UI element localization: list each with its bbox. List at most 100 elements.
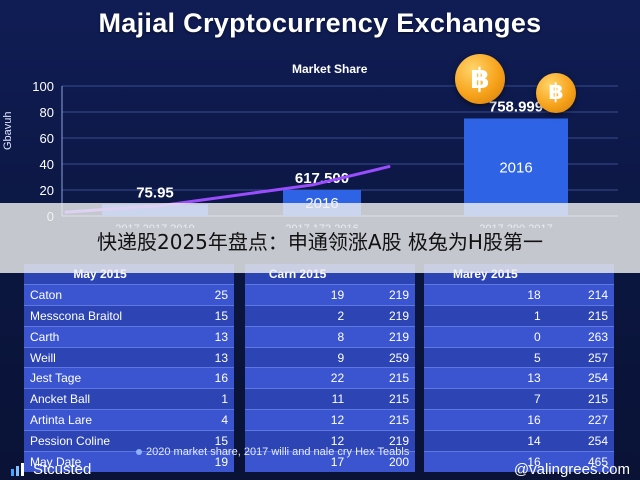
table-cell: 215 xyxy=(566,388,614,410)
table-row: Weill 13 xyxy=(24,346,234,368)
bar xyxy=(464,118,568,216)
table-cell: 12 xyxy=(245,409,371,431)
table-cell: 259 xyxy=(370,346,415,368)
table-cell: 263 xyxy=(566,325,614,348)
table-cell: 215 xyxy=(370,367,415,389)
table-cell: Pession Coline xyxy=(24,430,176,452)
table-cell: 254 xyxy=(566,367,614,389)
table-row: 14 254 xyxy=(424,430,614,452)
table-cell: 5 xyxy=(424,346,567,368)
table-cell: 215 xyxy=(566,304,614,327)
bitcoin-icon: ฿ xyxy=(536,73,576,113)
bullet-icon xyxy=(136,449,142,456)
table-cell: 7 xyxy=(424,388,567,410)
table-cell: Artinta Lare xyxy=(24,409,176,431)
table-cell: 219 xyxy=(370,304,415,327)
table-cell: 219 xyxy=(370,430,415,452)
table-cell: May Date xyxy=(24,451,176,472)
table-cell: Carth xyxy=(24,325,176,348)
table-cell: 8 xyxy=(245,325,371,348)
table-row: 13 254 xyxy=(424,367,614,389)
bar-value-label: 617.500 xyxy=(295,170,349,187)
table-cell: 22 xyxy=(245,367,371,389)
table-cell: 16 xyxy=(424,409,567,431)
table-cell: 19 xyxy=(245,283,371,306)
y-tick-label: 60 xyxy=(40,131,54,146)
table-cell: 13 xyxy=(176,325,234,348)
table-row: 16 465 xyxy=(424,451,614,472)
table-row: Ancket Ball 1 xyxy=(24,388,234,410)
table-2: Carn 2015 19 219 2 219 8 219 9 259 22 215 11 215 12 21… xyxy=(245,264,415,472)
bar-value-label: 75.95 xyxy=(136,184,174,201)
table-row: 2 219 xyxy=(245,304,415,327)
table-cell: 18 xyxy=(424,283,567,306)
y-tick-label: 100 xyxy=(32,79,54,94)
table-row: Pession Coline 15 xyxy=(24,430,234,452)
table-cell: 15 xyxy=(176,304,234,327)
table-cell: 14 xyxy=(424,430,567,452)
table-row: 1 215 xyxy=(424,304,614,327)
table-cell: 200 xyxy=(370,451,415,472)
table-1: May 2015 Caton 25 Messcona Braitol 15 Carth 13… xyxy=(24,264,234,472)
table-cell: 257 xyxy=(566,346,614,368)
table-cell: 13 xyxy=(176,346,234,368)
table-cell: 19 xyxy=(176,451,234,472)
data-table: May 2015 Caton 25 Messcona Braitol 15 Carth 13… xyxy=(24,264,234,472)
table-row: 11 215 xyxy=(245,388,415,410)
footer-handle[interactable]: @valingrees.com xyxy=(513,461,630,478)
table-cell: 17 xyxy=(245,451,371,472)
table-cell: 1 xyxy=(176,388,234,410)
table-cell: 1 xyxy=(424,304,567,327)
table-cell: 219 xyxy=(370,283,415,306)
table-cell: 16 xyxy=(424,451,567,472)
table-cell: 4 xyxy=(176,409,234,431)
footnote-text: 2020 market share, 2017 willi and nale c… xyxy=(146,446,410,458)
table-cell: Ancket Ball xyxy=(24,388,176,410)
data-table: Carn 2015 19 219 2 219 8 219 9 259 22 215 11 215 12 21… xyxy=(245,264,415,472)
table-cell: 2 xyxy=(245,304,371,327)
table-cell: 15 xyxy=(176,430,234,452)
footer-brand: Stcusted xyxy=(10,461,91,478)
table-row: 22 215 xyxy=(245,367,415,389)
table-cell: 0 xyxy=(424,325,567,348)
chart-title: Market Share xyxy=(292,62,368,76)
table-row: 7 215 xyxy=(424,388,614,410)
table-cell: 219 xyxy=(370,325,415,348)
table-row: Artinta Lare 4 xyxy=(24,409,234,431)
table-row: 8 219 xyxy=(245,325,415,348)
table-row: 0 263 xyxy=(424,325,614,348)
table-row: 5 257 xyxy=(424,346,614,368)
table-cell: 227 xyxy=(566,409,614,431)
line-point xyxy=(387,165,391,169)
bitcoin-icon: ฿ xyxy=(455,54,505,104)
table-cell: 25 xyxy=(176,283,234,306)
table-cell: 16 xyxy=(176,367,234,389)
overlay-banner-text: 快递股2025年盘点：申通领涨A股 极兔为H股第一 xyxy=(97,230,543,254)
page-title: Majial Cryptocurrency Exchanges xyxy=(98,8,542,38)
table-cell: 12 xyxy=(245,430,371,452)
table-row: 12 219 xyxy=(245,430,415,452)
table-row: Messcona Braitol 15 xyxy=(24,304,234,327)
bar-value-label: 758.999 xyxy=(489,99,543,116)
table-cell: 13 xyxy=(424,367,567,389)
table-3: Marey 2015 18 214 1 215 0 263 5 257 13 254 7 215 16 22… xyxy=(424,264,614,472)
line-point xyxy=(311,183,315,187)
line-point xyxy=(254,191,258,195)
table-row: 17 200 xyxy=(245,451,415,472)
table-row: Carth 13 xyxy=(24,325,234,348)
table-row: 19 219 xyxy=(245,283,415,306)
table-row: Caton 25 xyxy=(24,283,234,306)
footer-brand-text: Stcusted xyxy=(33,461,92,478)
y-axis-label: Gbavuh xyxy=(2,111,14,150)
table-row: 9 259 xyxy=(245,346,415,368)
table-cell: Jest Tage xyxy=(24,367,176,389)
table-row: 16 227 xyxy=(424,409,614,431)
table-row: 12 215 xyxy=(245,409,415,431)
table-cell: 214 xyxy=(566,283,614,306)
bar-inner-label: 2016 xyxy=(499,159,532,176)
table-row: Jest Tage 16 xyxy=(24,367,234,389)
data-table: Marey 2015 18 214 1 215 0 263 5 257 13 254 7 215 16 22… xyxy=(424,264,614,472)
table-cell: 465 xyxy=(566,451,614,472)
table-cell: 215 xyxy=(370,388,415,410)
bar-chart-icon xyxy=(11,463,24,476)
